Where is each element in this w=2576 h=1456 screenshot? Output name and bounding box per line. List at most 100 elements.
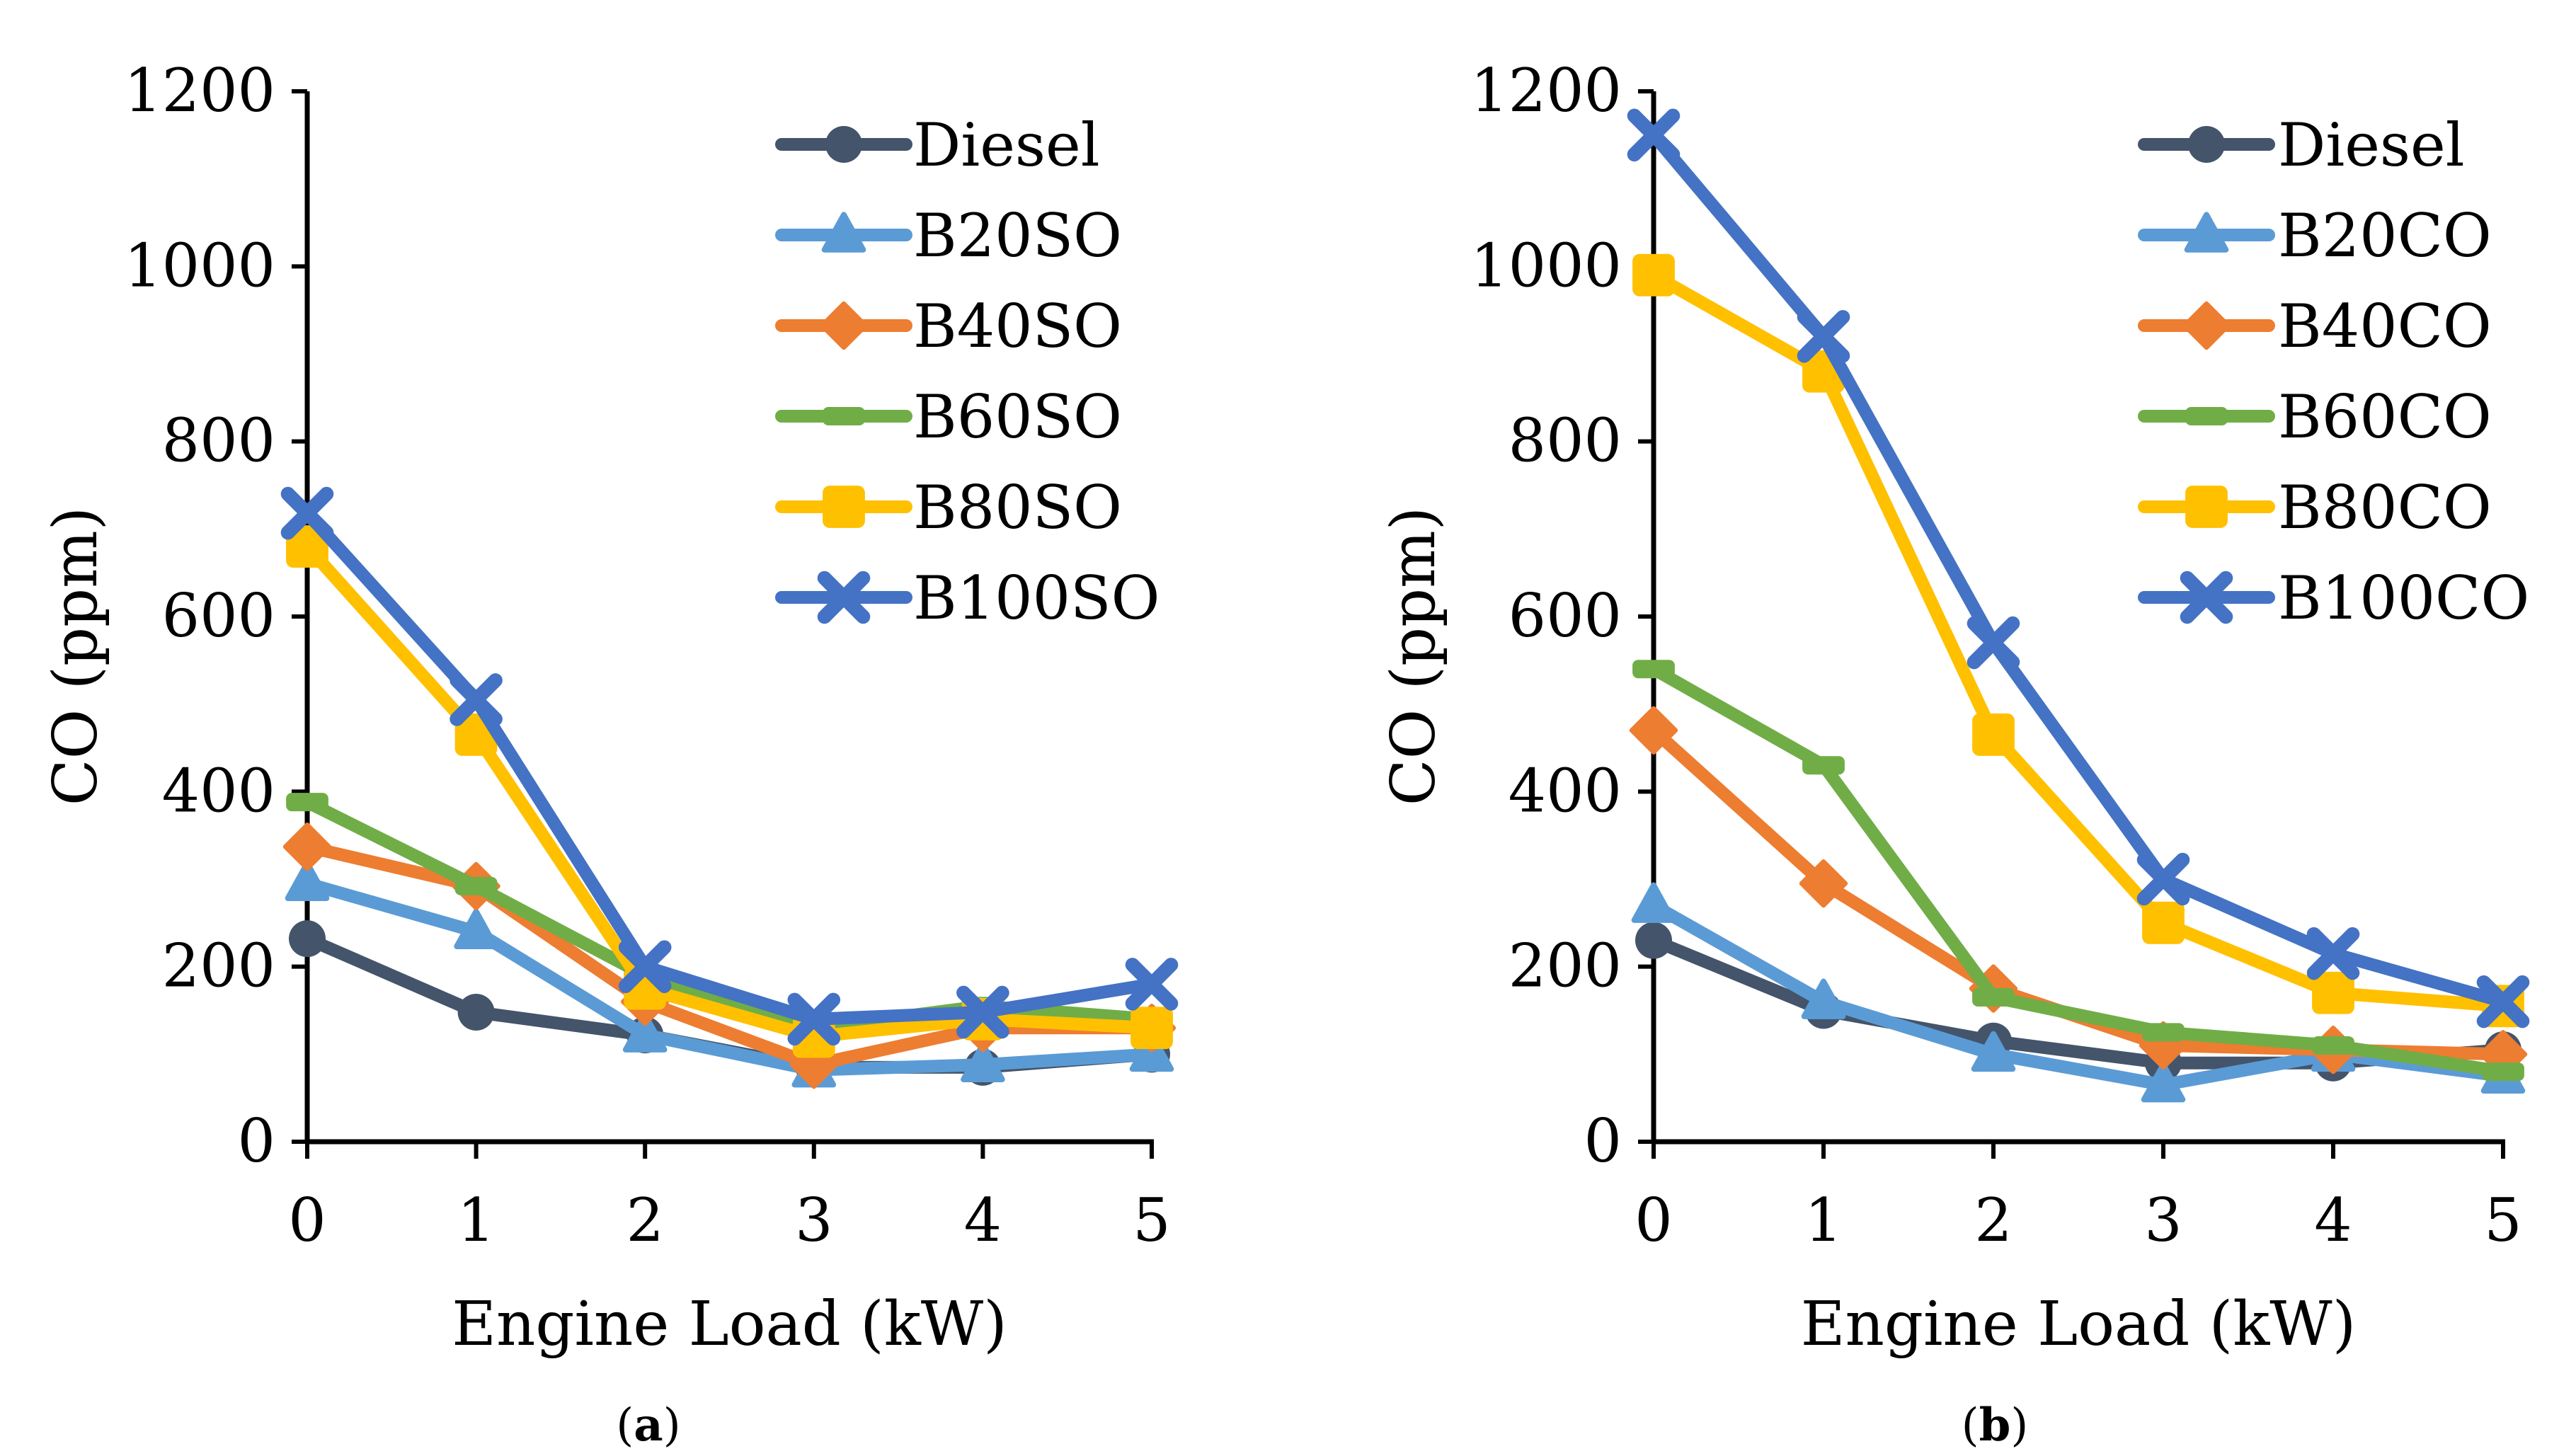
data-point-marker xyxy=(787,992,841,1046)
legend-marker-icon xyxy=(825,126,862,163)
panel-caption: (b) xyxy=(1962,1399,2029,1452)
data-point-marker xyxy=(2142,901,2185,944)
series-line xyxy=(301,877,1158,1077)
legend-label: B60SO xyxy=(913,382,1122,452)
legend-marker-icon xyxy=(2184,212,2229,253)
data-point-marker xyxy=(1631,882,1676,923)
marker-stroke xyxy=(1627,108,1681,162)
legend-label: B40SO xyxy=(913,292,1122,361)
x-tick-label: 4 xyxy=(964,1186,1002,1255)
y-tick-label: 1200 xyxy=(124,56,275,125)
y-tick-label: 200 xyxy=(162,932,275,1001)
legend-marker-icon xyxy=(2185,407,2228,425)
data-point-marker xyxy=(285,860,330,901)
x-tick-label: 2 xyxy=(626,1186,663,1255)
marker-stroke xyxy=(280,486,334,540)
x-tick-label: 3 xyxy=(2144,1186,2182,1255)
series-b20so xyxy=(285,860,1174,1088)
marker-stroke xyxy=(1797,309,1850,363)
series-line xyxy=(1647,723,2509,1061)
legend-item: Diesel xyxy=(775,110,1100,180)
caption-paren: ( xyxy=(616,1399,634,1452)
marker-stroke xyxy=(2136,852,2190,906)
data-point-marker xyxy=(1130,1007,1173,1050)
x-tick-label: 5 xyxy=(2484,1186,2521,1255)
data-point-marker xyxy=(1972,713,2015,756)
marker-stroke xyxy=(2180,571,2233,624)
marker-stroke xyxy=(956,985,1009,1039)
legend-item: Diesel xyxy=(2138,110,2465,180)
y-tick-label: 800 xyxy=(162,406,275,476)
series-line xyxy=(301,540,1158,1043)
data-point-marker xyxy=(2136,852,2190,906)
legend-item: B80SO xyxy=(775,473,1122,542)
series-line xyxy=(301,840,1158,1072)
caption-paren: ) xyxy=(2010,1399,2028,1452)
marker-stroke xyxy=(2476,975,2530,1028)
legend-item: B40SO xyxy=(775,292,1122,361)
legend-label: B80CO xyxy=(2278,473,2492,542)
legend-marker-icon xyxy=(2185,486,2228,528)
x-tick-label: 2 xyxy=(1974,1186,2012,1255)
data-point-marker xyxy=(2306,927,2360,980)
x-tick-label: 4 xyxy=(2314,1186,2352,1255)
caption-paren: ( xyxy=(1962,1399,1979,1452)
y-tick-label: 800 xyxy=(1509,406,1622,476)
data-point-marker xyxy=(286,525,328,568)
data-point-marker xyxy=(1971,1031,2016,1072)
data-point-marker xyxy=(1801,978,1846,1019)
data-point-marker xyxy=(286,793,328,812)
x-tick-label: 1 xyxy=(1804,1186,1842,1255)
legend-item: B80CO xyxy=(2138,473,2492,542)
marker-stroke xyxy=(817,571,871,624)
legend-label: B100CO xyxy=(2278,563,2529,633)
y-tick-label: 400 xyxy=(1509,756,1622,825)
y-axis-title: CO (ppm) xyxy=(40,507,111,806)
data-point-marker xyxy=(2312,971,2354,1014)
data-point-marker xyxy=(1632,253,1675,297)
chart-panel-b: 0 200 400 600 800 1000 1200 0 1 2 3 4 5 Engine Load (… xyxy=(1378,56,2530,1452)
y-tick-label: 0 xyxy=(1584,1106,1622,1176)
legend-marker-icon xyxy=(2180,571,2233,624)
caption-letter: b xyxy=(1979,1399,2011,1452)
data-point-marker xyxy=(1797,309,1850,363)
y-tick-label: 0 xyxy=(238,1106,275,1176)
data-point-marker xyxy=(618,940,672,993)
legend-label: Diesel xyxy=(913,110,1100,180)
data-point-marker xyxy=(1972,987,2015,1007)
legend-label: B60CO xyxy=(2278,382,2492,452)
y-tick-label: 600 xyxy=(1509,581,1622,650)
marker-stroke xyxy=(618,940,672,993)
data-point-marker xyxy=(1799,859,1848,908)
marker-stroke xyxy=(2306,927,2360,980)
series-line xyxy=(1647,663,2509,1079)
data-point-marker xyxy=(1632,660,1675,679)
data-point-marker xyxy=(1125,958,1179,1011)
legend-label: B20SO xyxy=(913,201,1122,270)
series-b60co xyxy=(1632,660,2524,1082)
legend-item: B60CO xyxy=(2138,382,2492,452)
series-b100so xyxy=(280,486,1179,1046)
series-line xyxy=(1647,128,2509,1009)
data-point-marker xyxy=(289,920,326,958)
panel-caption: (a) xyxy=(616,1399,680,1452)
legend-label: B40CO xyxy=(2278,292,2492,361)
x-axis-title: Engine Load (kW) xyxy=(452,1289,1007,1360)
y-tick-label: 400 xyxy=(162,756,275,825)
data-point-marker xyxy=(956,985,1009,1039)
legend-label: Diesel xyxy=(2278,110,2465,180)
data-point-marker xyxy=(1635,922,1672,959)
legend-label: B100SO xyxy=(913,563,1160,633)
data-point-marker xyxy=(2312,1036,2354,1055)
legend-label: B20CO xyxy=(2278,201,2492,270)
marker-stroke xyxy=(1967,616,2020,670)
legend: Diesel B20CO B40CO B60CO B80CO B100CO xyxy=(2138,110,2529,633)
series-b80co xyxy=(1632,253,2524,1028)
data-point-marker xyxy=(622,1011,668,1053)
y-tick-label: 200 xyxy=(1509,932,1622,1001)
marker-stroke xyxy=(1125,958,1179,1011)
legend-item: B20CO xyxy=(2138,201,2492,270)
legend-marker-icon xyxy=(823,486,865,528)
marker-stroke xyxy=(450,673,503,726)
